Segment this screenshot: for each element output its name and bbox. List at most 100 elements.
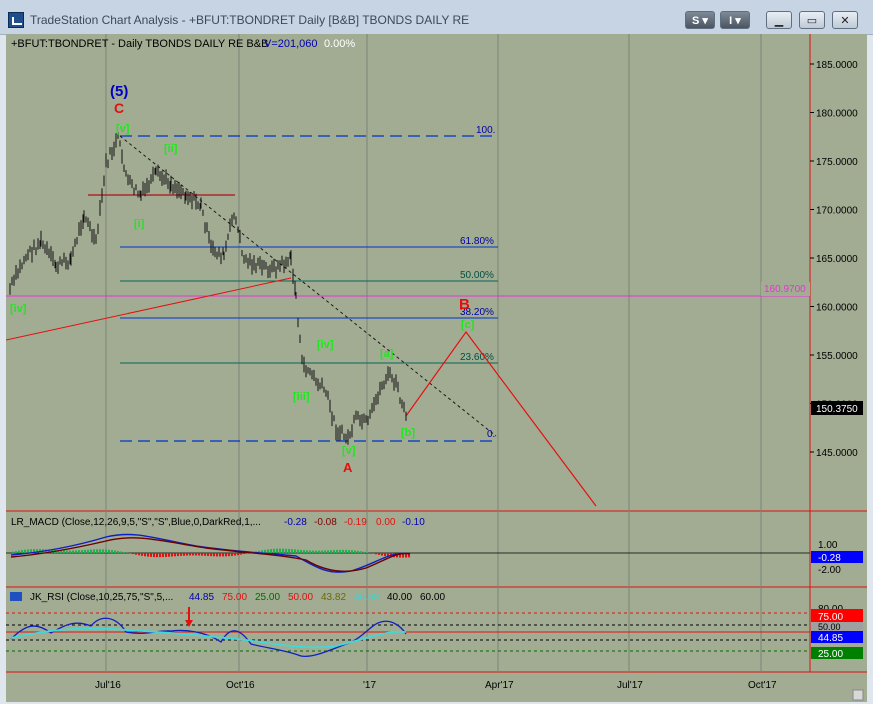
macd-histogram-bar <box>321 550 323 553</box>
macd-histogram-bar <box>201 553 203 556</box>
macd-histogram-bar <box>237 553 239 556</box>
macd-histogram-bar <box>90 549 92 553</box>
macd-histogram-bar <box>108 549 110 553</box>
rsi-value-2: 75.00 <box>222 592 247 603</box>
wave-label-5: (5) <box>110 83 128 100</box>
macd-title: LR_MACD (Close,12,26,9,5,"S","S",Blue,0,… <box>11 517 261 528</box>
fib-label-100: 100. <box>476 125 495 136</box>
price-axis-label: 180.0000 <box>816 109 858 120</box>
last-price-label: 150.3750 <box>816 404 858 415</box>
macd-histogram-bar <box>78 550 80 553</box>
macd-value-4: 0.00 <box>376 517 396 528</box>
macd-histogram-bar <box>57 550 59 553</box>
macd-histogram-bar <box>378 553 380 555</box>
macd-histogram-bar <box>372 553 374 554</box>
fib-label-61-8: 61.80% <box>460 236 494 247</box>
price-axis-label: 170.0000 <box>816 206 858 217</box>
rsi-current-label: 44.85 <box>818 633 843 644</box>
macd-histogram-bar <box>273 548 275 553</box>
minimize-button[interactable]: ▁ <box>766 11 792 29</box>
pink-level-label: 160.9700 <box>764 284 806 295</box>
fib-label-23-6: 23.60% <box>460 352 494 363</box>
macd-histogram-bar <box>12 551 14 553</box>
maximize-button[interactable]: ▭ <box>799 11 825 29</box>
macd-histogram-bar <box>315 550 317 553</box>
macd-histogram-bar <box>270 549 272 553</box>
macd-histogram-bar <box>387 553 389 557</box>
macd-histogram-bar <box>159 553 161 558</box>
macd-histogram-bar <box>111 550 113 553</box>
resize-grip-icon[interactable] <box>852 689 864 701</box>
macd-histogram-bar <box>117 550 119 553</box>
wave-label-iii: [iii] <box>293 391 310 403</box>
wave-label-iv-left: [iv] <box>10 303 27 315</box>
macd-value-2: -0.08 <box>314 517 337 528</box>
macd-histogram-bar <box>141 553 143 556</box>
macd-histogram-bar <box>327 550 329 553</box>
rsi-panel-icon[interactable] <box>10 592 22 601</box>
macd-value-1: -0.28 <box>284 517 307 528</box>
macd-histogram-bar <box>312 550 314 553</box>
rsi-value-1: 44.85 <box>189 592 214 603</box>
macd-histogram-bar <box>294 549 296 553</box>
macd-current-label: -0.28 <box>818 553 841 564</box>
wave-label-b-wave: [b] <box>401 427 415 439</box>
macd-histogram-bar <box>132 553 134 555</box>
chart-canvas[interactable]: +BFUT:TBONDRET - Daily TBONDS DAILY RE B… <box>6 34 867 702</box>
macd-histogram-bar <box>351 550 353 553</box>
macd-histogram-bar <box>120 551 122 553</box>
rsi-25-box <box>811 647 863 659</box>
macd-histogram-bar <box>309 550 311 553</box>
rsi-current-box <box>811 631 863 643</box>
fib-label-50: 50.00% <box>460 270 494 281</box>
price-axis[interactable]: 185.0000 180.0000 175.0000 170.0000 165.0000… <box>810 60 858 459</box>
macd-histogram-bar <box>402 553 404 558</box>
downtrend-dashed-line <box>119 135 497 437</box>
rsi-value-4: 50.00 <box>288 592 313 603</box>
macd-histogram-bar <box>204 553 206 556</box>
wave-label-a-wave: [a] <box>380 348 394 360</box>
macd-histogram-bar <box>168 553 170 557</box>
time-label-jul17: Jul'17 <box>617 680 643 691</box>
macd-histogram-bar <box>285 548 287 553</box>
macd-histogram-bar <box>144 553 146 557</box>
macd-histogram-bar <box>60 550 62 553</box>
macd-histogram-bar <box>303 550 305 553</box>
macd-histogram-bar <box>186 553 188 556</box>
macd-histogram-bar <box>279 548 281 553</box>
indicators-menu-button[interactable]: I ▾ <box>720 11 750 29</box>
macd-histogram-bar <box>177 553 179 557</box>
macd-histogram-bar <box>81 550 83 553</box>
macd-histogram-bar <box>99 549 101 553</box>
close-button[interactable]: ✕ <box>832 11 858 29</box>
rsi-value-3: 25.00 <box>255 592 280 603</box>
macd-histogram-bar <box>165 553 167 557</box>
window-title: TradeStation Chart Analysis - +BFUT:TBON… <box>30 13 470 27</box>
macd-histogram-bar <box>66 550 68 553</box>
macd-value-5: -0.10 <box>402 517 425 528</box>
chart-area[interactable]: +BFUT:TBONDRET - Daily TBONDS DAILY RE B… <box>6 34 867 702</box>
macd-current-box <box>811 551 863 563</box>
pink-level-bg <box>761 282 810 296</box>
macd-histogram-bar <box>261 550 263 553</box>
rsi-75-label: 75.00 <box>818 612 843 623</box>
rsi-signal-line <box>10 627 407 649</box>
macd-histogram-bar <box>231 553 233 556</box>
macd-histogram-bar <box>339 549 341 553</box>
macd-histogram-bar <box>282 548 284 553</box>
price-axis-label: 145.0000 <box>816 448 858 459</box>
rsi-value-5: 43.82 <box>321 592 346 603</box>
macd-value-3: -0.19 <box>344 517 367 528</box>
shortcuts-menu-button[interactable]: S ▾ <box>685 11 715 29</box>
macd-histogram-bar <box>27 549 29 553</box>
macd-histogram-bar <box>48 549 50 553</box>
fibonacci-retracement[interactable]: 100. 61.80% 50.00% 38.20% 23.60% 0. <box>120 125 498 442</box>
rsi-50-label: 50.00 <box>818 622 841 632</box>
macd-histogram-bar <box>147 553 149 557</box>
title-bar[interactable]: TradeStation Chart Analysis - +BFUT:TBON… <box>0 0 873 35</box>
macd-histogram-bar <box>342 549 344 553</box>
macd-histogram-bar <box>318 550 320 553</box>
time-label-oct16: Oct'16 <box>226 680 255 691</box>
macd-histogram-bar <box>399 553 401 558</box>
